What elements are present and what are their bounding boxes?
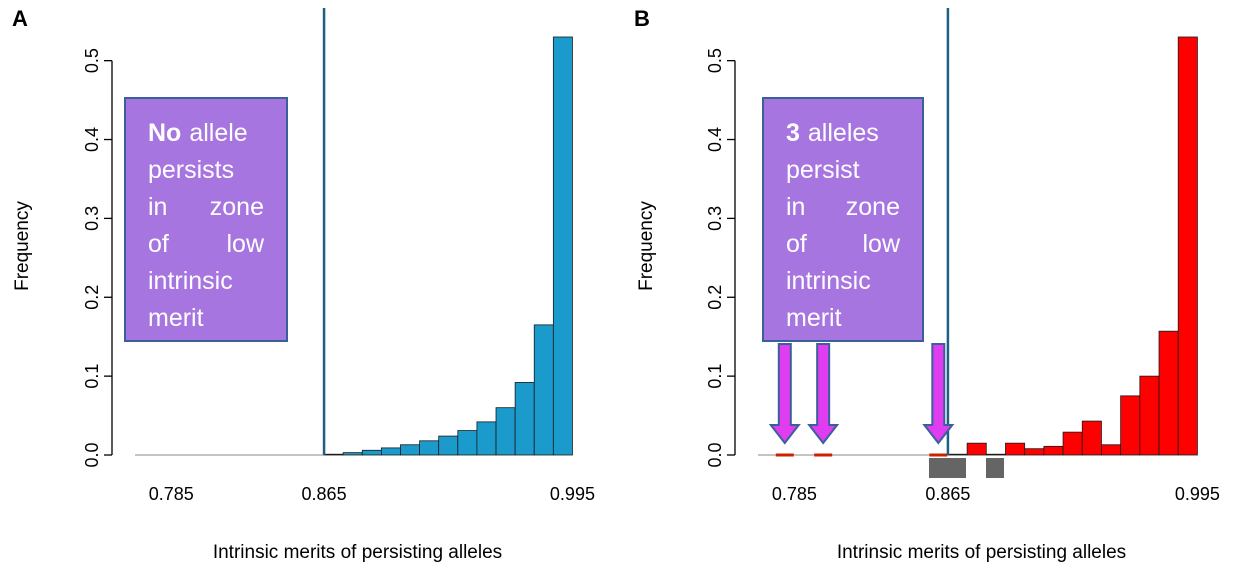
annotation-word: in xyxy=(148,193,168,221)
annotation-line: merit xyxy=(786,300,900,337)
histogram-bar xyxy=(1081,420,1102,456)
histogram-bar xyxy=(438,435,459,456)
histogram-bar xyxy=(1062,431,1083,456)
annotation-word: alleles xyxy=(807,119,879,147)
axis-shadow xyxy=(986,458,1004,478)
x-axis-label: Intrinsic merits of persisting alleles xyxy=(837,542,1126,563)
y-axis-label: Frequency xyxy=(12,201,33,291)
annotation-word: of xyxy=(148,230,169,258)
panel-label: B xyxy=(634,6,650,31)
annotation-word: persist xyxy=(786,156,860,184)
x-tick-label: 0.785 xyxy=(149,484,194,504)
histogram-bar xyxy=(495,407,516,456)
histogram-bar xyxy=(323,453,344,456)
y-tick-label: 0.0 xyxy=(82,442,102,467)
annotation-word: allele xyxy=(189,119,248,147)
annotation-line: merit xyxy=(148,300,264,337)
annotation-line: of low xyxy=(786,226,900,263)
y-tick-label: 0.5 xyxy=(82,48,102,73)
histogram-bar xyxy=(342,452,363,456)
annotation-word: persists xyxy=(148,156,235,184)
annotation-line: No allele xyxy=(148,115,264,152)
histogram-bar xyxy=(457,430,478,456)
annotation-callout: No allele persists in zone of low intrinsic meri… xyxy=(124,97,288,342)
annotation-emphasis: 3 xyxy=(786,119,800,147)
annotation-word: in xyxy=(786,193,806,221)
annotation-line: of low xyxy=(148,226,264,263)
annotation-word: intrinsic xyxy=(786,267,871,295)
annotation-word: merit xyxy=(786,304,842,332)
x-tick-label: 0.995 xyxy=(550,484,595,504)
histogram-bar xyxy=(1005,442,1026,456)
x-tick-label: 0.995 xyxy=(1175,484,1220,504)
axis-shadow xyxy=(929,458,966,478)
annotation-word: low xyxy=(226,230,264,258)
y-axis-label: Frequency xyxy=(636,201,657,291)
y-tick-label: 0.2 xyxy=(82,285,102,310)
y-tick-label: 0.2 xyxy=(705,285,725,310)
chart-panel-a: A 0.0 0.1 0.2 0.3 0.4 0.5 Frequency 0.785 0.865 0.… xyxy=(12,6,595,563)
y-tick-label: 0.4 xyxy=(705,127,725,152)
histogram-bar xyxy=(1101,444,1122,456)
x-tick-label: 0.785 xyxy=(772,484,817,504)
annotation-word: zone xyxy=(209,193,264,221)
annotation-word: merit xyxy=(148,304,204,332)
histogram-bar xyxy=(947,453,968,456)
histogram-bar xyxy=(1024,448,1045,456)
histogram-bar xyxy=(419,440,440,456)
annotation-line: 3 alleles xyxy=(786,115,900,152)
annotation-line: persists xyxy=(148,152,264,189)
annotation-callout: 3 alleles persist in zone of low intrinsic merit xyxy=(762,97,924,342)
y-tick-label: 0.4 xyxy=(82,127,102,152)
annotation-line: intrinsic xyxy=(148,263,264,300)
annotation-line: persist xyxy=(786,152,900,189)
histogram-bar xyxy=(1120,395,1141,456)
down-arrow-icon xyxy=(922,343,955,445)
x-axis-label: Intrinsic merits of persisting alleles xyxy=(213,542,502,563)
chart-panel-b: B 0.0 0.1 0.2 0.3 0.4 0.5 Frequency 0.785 0.865 0.… xyxy=(634,6,1220,563)
y-tick-label: 0.3 xyxy=(82,206,102,231)
histogram-bar xyxy=(966,442,987,456)
histogram-bar xyxy=(985,453,1006,456)
annotation-word: of xyxy=(786,230,807,258)
annotation-word: low xyxy=(862,230,900,258)
down-arrow-icon xyxy=(807,343,840,445)
down-arrow-icon xyxy=(768,343,801,445)
y-tick-label: 0.1 xyxy=(82,364,102,389)
y-tick-label: 0.5 xyxy=(705,48,725,73)
histogram-bar xyxy=(1177,36,1198,456)
histogram-bar xyxy=(1139,375,1160,456)
histogram-bar xyxy=(514,382,535,456)
x-tick-label: 0.865 xyxy=(302,484,347,504)
annotation-emphasis: No xyxy=(148,119,182,147)
histogram-bar xyxy=(380,447,401,456)
annotation-line: in zone xyxy=(148,189,264,226)
annotation-line: in zone xyxy=(786,189,900,226)
histogram-bar xyxy=(533,324,554,456)
histogram-bar xyxy=(400,444,420,456)
histogram-bar xyxy=(476,421,497,456)
histogram-bar xyxy=(1158,330,1179,456)
annotation-word: zone xyxy=(845,193,900,221)
low-merit-allele-mark xyxy=(929,453,948,457)
y-tick-label: 0.0 xyxy=(705,442,725,467)
low-merit-allele-mark xyxy=(775,453,794,457)
annotation-word: intrinsic xyxy=(148,267,233,295)
panel-label: A xyxy=(12,6,28,31)
x-tick-label: 0.865 xyxy=(925,484,970,504)
histogram-bar xyxy=(361,449,382,456)
y-tick-label: 0.3 xyxy=(705,206,725,231)
histogram-bar xyxy=(1043,445,1064,456)
histogram-bar xyxy=(552,36,573,456)
y-tick-label: 0.1 xyxy=(705,364,725,389)
low-merit-allele-mark xyxy=(814,453,833,457)
annotation-line: intrinsic xyxy=(786,263,900,300)
